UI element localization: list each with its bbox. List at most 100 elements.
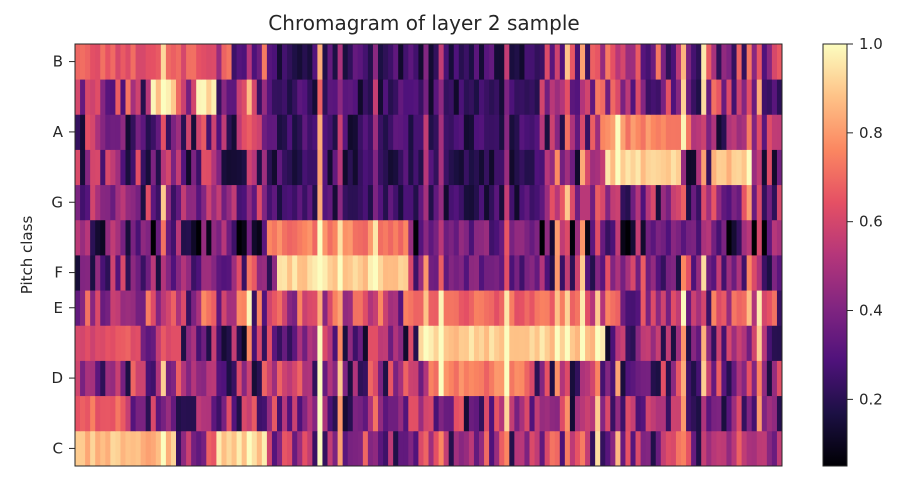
heatmap-cell <box>191 325 197 361</box>
colorbar <box>822 43 848 467</box>
heatmap-cell <box>761 114 768 150</box>
heatmap-cell <box>675 219 682 256</box>
heatmap-cell <box>590 430 596 467</box>
heatmap-cell <box>681 219 687 256</box>
heatmap-cell <box>458 219 465 256</box>
heatmap-cell <box>751 79 758 115</box>
heatmap-cell <box>277 290 283 326</box>
heatmap-cell <box>549 360 556 397</box>
heatmap-cell <box>433 430 439 467</box>
heatmap-cell <box>473 290 480 326</box>
heatmap-cell <box>403 184 409 221</box>
heatmap-cell <box>635 219 641 256</box>
heatmap-cell <box>226 325 232 361</box>
heatmap-cell <box>736 395 742 432</box>
heatmap-cell <box>448 430 455 467</box>
heatmap-cell <box>236 430 243 467</box>
heatmap-cell <box>251 114 258 150</box>
heatmap-cell <box>479 290 485 326</box>
heatmap-cell <box>80 290 86 326</box>
heatmap-cell <box>610 290 616 326</box>
heatmap-cell <box>691 430 697 467</box>
heatmap-cell <box>660 430 667 467</box>
heatmap-cell <box>524 184 530 221</box>
heatmap-cell <box>701 219 707 256</box>
heatmap-cell <box>322 290 328 326</box>
heatmap-cell <box>418 149 424 186</box>
heatmap-cell <box>640 44 647 80</box>
heatmap-cell <box>352 290 359 326</box>
heatmap-cell <box>216 44 222 80</box>
heatmap-cell <box>226 44 232 80</box>
heatmap-cell <box>307 325 313 361</box>
heatmap-cell <box>140 219 147 256</box>
heatmap-cell <box>287 395 293 432</box>
heatmap-cell <box>534 114 540 150</box>
heatmap-cell <box>686 184 692 221</box>
heatmap-cell <box>100 149 106 186</box>
heatmap-cell <box>605 360 611 397</box>
heatmap-cell <box>393 149 399 186</box>
heatmap-cell <box>140 325 147 361</box>
heatmap-cell <box>534 290 540 326</box>
heatmap-cell <box>337 290 344 326</box>
heatmap-cell <box>413 325 419 361</box>
heatmap-cell <box>534 44 540 80</box>
heatmap-cell <box>337 149 344 186</box>
heatmap-cell <box>473 430 480 467</box>
heatmap-cell <box>751 219 758 256</box>
heatmap-cell <box>670 395 677 432</box>
heatmap-cell <box>186 149 192 186</box>
heatmap-cell <box>271 360 278 397</box>
heatmap-cell <box>418 325 424 361</box>
heatmap-cell <box>736 290 742 326</box>
heatmap-cell <box>670 255 677 291</box>
heatmap-cell <box>317 325 323 361</box>
heatmap-cell <box>282 430 288 467</box>
heatmap-cell <box>640 430 647 467</box>
heatmap-cell <box>574 430 581 467</box>
heatmap-cell <box>741 184 748 221</box>
heatmap-cell <box>317 149 323 186</box>
heatmap-cell <box>645 79 652 115</box>
heatmap-cell <box>347 114 354 150</box>
heatmap-cell <box>675 395 682 432</box>
heatmap-cell <box>418 290 424 326</box>
heatmap-cell <box>226 149 232 186</box>
heatmap-cell <box>150 325 157 361</box>
heatmap-cell <box>615 325 621 361</box>
heatmap-cell <box>635 79 641 115</box>
heatmap-cell <box>271 79 278 115</box>
heatmap-cell <box>105 79 111 115</box>
heatmap-cell <box>170 219 177 256</box>
heatmap-cell <box>196 149 202 186</box>
heatmap-cell <box>307 395 313 432</box>
heatmap-cell <box>473 255 480 291</box>
heatmap-cell <box>681 395 687 432</box>
heatmap-cell <box>216 395 222 432</box>
heatmap-cell <box>115 219 121 256</box>
heatmap-cell <box>155 430 162 467</box>
heatmap-cell <box>160 44 167 80</box>
heatmap-cell <box>292 430 298 467</box>
heatmap-cell <box>423 79 429 115</box>
heatmap-cell <box>206 79 212 115</box>
heatmap-cell <box>564 325 571 361</box>
heatmap-cell <box>751 184 758 221</box>
heatmap-cell <box>277 149 283 186</box>
heatmap-cell <box>771 360 778 397</box>
heatmap-cell <box>494 114 500 150</box>
heatmap-cell <box>145 79 152 115</box>
heatmap-cell <box>297 395 303 432</box>
heatmap-cell <box>691 255 697 291</box>
heatmap-cell <box>716 395 722 432</box>
heatmap-cell <box>600 149 606 186</box>
y-tick-label: G <box>51 193 63 211</box>
heatmap-cell <box>408 79 414 115</box>
heatmap-cell <box>756 290 763 326</box>
heatmap-cell <box>771 79 778 115</box>
heatmap-cell <box>297 290 303 326</box>
heatmap-cell <box>605 325 611 361</box>
heatmap-cell <box>696 114 702 150</box>
heatmap-cell <box>196 430 202 467</box>
